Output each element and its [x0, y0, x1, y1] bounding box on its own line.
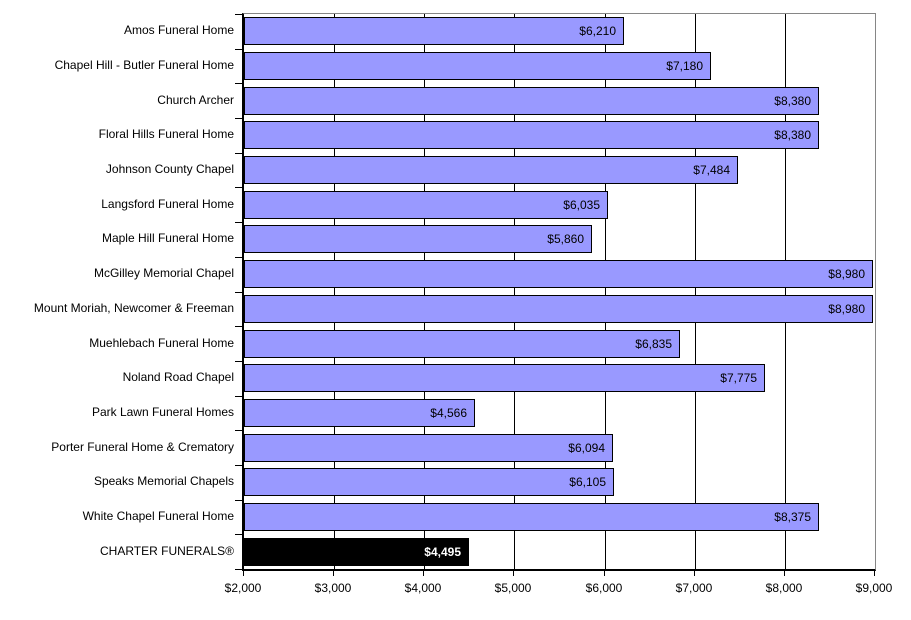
- bar: $8,375: [244, 503, 819, 531]
- bar: $7,484: [244, 156, 738, 184]
- bar-value-label: $8,980: [828, 302, 865, 316]
- category-axis-tick: [235, 118, 242, 119]
- x-tick-label: $8,000: [765, 581, 803, 595]
- bar-value-label: $8,980: [828, 267, 865, 281]
- category-label: Noland Road Chapel: [122, 370, 234, 384]
- value-axis-tick: [694, 570, 695, 576]
- bar-value-label: $6,210: [579, 24, 616, 38]
- category-axis-tick: [235, 83, 242, 84]
- bar: $6,094: [244, 434, 613, 462]
- bar: $8,380: [244, 87, 819, 115]
- x-tick-label: $7,000: [675, 581, 713, 595]
- gridline-$6,000: [605, 14, 606, 569]
- bar-value-label: $8,380: [774, 94, 811, 108]
- bar: $7,775: [244, 364, 765, 392]
- category-axis-tick: [235, 569, 242, 570]
- bar: $6,835: [244, 330, 680, 358]
- bar-value-label: $6,835: [635, 337, 672, 351]
- gridline-$3,000: [334, 14, 335, 569]
- category-axis-tick: [235, 361, 242, 362]
- category-axis-tick: [235, 534, 242, 535]
- category-axis-tick: [235, 187, 242, 188]
- category-axis-tick: [235, 292, 242, 293]
- bar: $5,860: [244, 225, 592, 253]
- category-axis-tick: [235, 396, 242, 397]
- category-label: Muehlebach Funeral Home: [89, 336, 234, 350]
- bar: $8,980: [244, 295, 873, 323]
- bar-highlighted: $4,495: [244, 538, 469, 566]
- value-axis-tick: [784, 570, 785, 576]
- bar-value-label: $8,375: [774, 510, 811, 524]
- category-axis-tick: [235, 222, 242, 223]
- bar-value-label: $6,105: [569, 475, 606, 489]
- x-tick-label: $4,000: [404, 581, 442, 595]
- category-label: Mount Moriah, Newcomer & Freeman: [33, 301, 234, 315]
- bar-value-label: $7,180: [666, 59, 703, 73]
- bar: $8,380: [244, 121, 819, 149]
- x-tick-label: $3,000: [314, 581, 352, 595]
- category-label: Park Lawn Funeral Homes: [91, 405, 234, 419]
- value-axis-tick: [333, 570, 334, 576]
- category-label: Johnson County Chapel: [105, 162, 234, 176]
- gridline-$5,000: [514, 14, 515, 569]
- gridline-$7,000: [695, 14, 696, 569]
- category-axis-tick: [235, 465, 242, 466]
- category-axis-tick: [235, 14, 242, 15]
- bar-value-label: $8,380: [774, 128, 811, 142]
- category-label: Speaks Memorial Chapels: [93, 474, 234, 488]
- bar-value-label: $7,484: [693, 163, 730, 177]
- category-axis-tick: [235, 500, 242, 501]
- category-axis-tick: [235, 326, 242, 327]
- bar-value-label: $6,094: [568, 441, 605, 455]
- value-axis-tick: [243, 570, 244, 576]
- category-label: Chapel Hill - Butler Funeral Home: [54, 58, 234, 72]
- x-tick-label: $9,000: [855, 581, 893, 595]
- category-label: McGilley Memorial Chapel: [93, 266, 234, 280]
- gridline-$4,000: [424, 14, 425, 569]
- category-axis-tick: [235, 153, 242, 154]
- bar-value-label: $7,775: [720, 371, 757, 385]
- bar-value-label: $6,035: [563, 198, 600, 212]
- bar: $4,566: [244, 399, 475, 427]
- value-axis-tick: [604, 570, 605, 576]
- value-axis-tick: [874, 570, 875, 576]
- x-tick-label: $6,000: [585, 581, 623, 595]
- gridline-$8,000: [785, 14, 786, 569]
- category-axis-tick: [235, 430, 242, 431]
- bar-value-label: $4,495: [424, 545, 461, 559]
- value-axis-tick: [513, 570, 514, 576]
- category-label: Church Archer: [157, 93, 234, 107]
- category-label: Langsford Funeral Home: [101, 197, 234, 211]
- category-label: Maple Hill Funeral Home: [101, 231, 234, 245]
- x-tick-label: $5,000: [494, 581, 532, 595]
- category-axis-tick: [235, 257, 242, 258]
- category-axis-tick: [235, 49, 242, 50]
- bar: $8,980: [244, 260, 873, 288]
- category-label: Amos Funeral Home: [123, 23, 234, 37]
- bar: $7,180: [244, 52, 711, 80]
- x-tick-label: $2,000: [224, 581, 262, 595]
- bar: $6,105: [244, 468, 614, 496]
- category-label: Floral Hills Funeral Home: [98, 127, 234, 141]
- plot-area: $6,210 $7,180 $8,380 $8,380 $7,484 $6,035 $5,8…: [242, 13, 876, 571]
- bar-value-label: $5,860: [547, 232, 584, 246]
- category-label: White Chapel Funeral Home: [82, 509, 234, 523]
- bar: $6,035: [244, 191, 608, 219]
- category-label: CHARTER FUNERALS®: [100, 544, 234, 558]
- bar-value-label: $4,566: [430, 406, 467, 420]
- bar: $6,210: [244, 17, 624, 45]
- value-axis-tick: [423, 570, 424, 576]
- category-label: Porter Funeral Home & Crematory: [51, 440, 234, 454]
